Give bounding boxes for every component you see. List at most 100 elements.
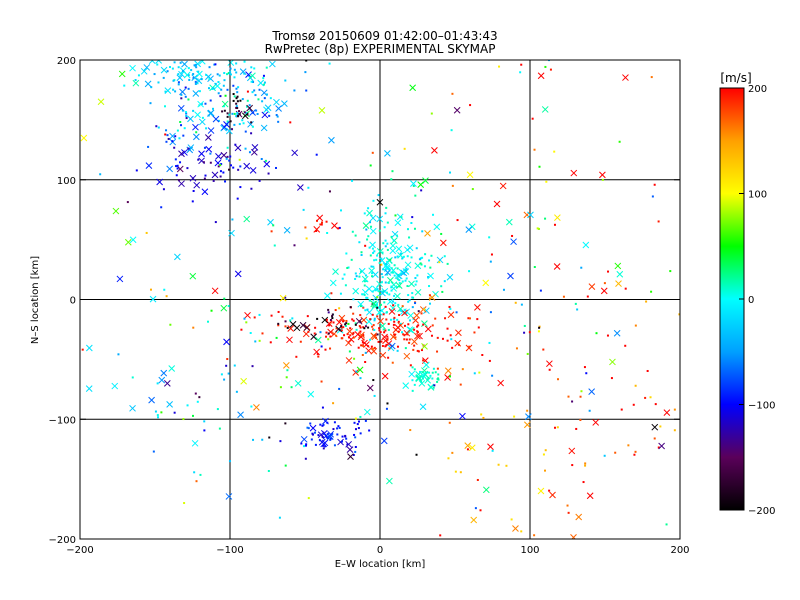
scatter-dot-marker	[601, 178, 604, 181]
scatter-dot-marker	[328, 324, 331, 327]
scatter-dot-marker	[244, 147, 247, 150]
scatter-dot-marker	[150, 86, 153, 89]
scatter-dot-marker	[377, 340, 380, 343]
scatter-dot-marker	[407, 294, 410, 297]
cross-stroke	[376, 215, 384, 223]
scatter-dot-marker	[406, 255, 409, 258]
scatter-dot-marker	[388, 293, 391, 296]
scatter-dot-marker	[415, 453, 418, 456]
scatter-cross-marker	[156, 178, 163, 186]
scatter-dot-marker	[441, 290, 444, 293]
cross-stroke	[243, 215, 251, 223]
cross-stroke	[419, 371, 427, 379]
cross-stroke	[389, 247, 397, 255]
scatter-dot-marker	[378, 329, 381, 332]
scatter-dot-marker	[244, 130, 247, 133]
scatter-dot-marker	[364, 351, 367, 354]
scatter-dot-marker	[429, 374, 432, 377]
scatter-cross-marker	[267, 218, 274, 226]
scatter-cross-marker	[588, 388, 596, 395]
scatter-cross-marker	[352, 287, 360, 295]
scatter-dot-marker	[620, 408, 623, 411]
scatter-dot-marker	[232, 99, 235, 102]
scatter-cross-marker	[192, 90, 200, 97]
scatter-dot-marker	[227, 372, 230, 375]
scatter-cross-marker	[346, 446, 354, 453]
cross-stroke	[191, 439, 199, 447]
scatter-dot-marker	[219, 170, 222, 173]
scatter-dot-marker	[331, 317, 334, 320]
scatter-dot-marker	[334, 309, 337, 312]
scatter-cross-marker	[198, 118, 206, 126]
cross-stroke	[554, 214, 561, 221]
cross-stroke	[112, 207, 120, 215]
scatter-dot-marker	[258, 313, 261, 316]
scatter-cross-marker	[143, 64, 151, 71]
scatter-dot-marker	[226, 146, 229, 149]
cross-stroke	[470, 516, 478, 524]
cross-stroke	[240, 377, 248, 385]
scatter-cross-marker	[191, 439, 199, 447]
scatter-dot-marker	[338, 226, 341, 229]
scatter-dot-marker	[645, 300, 648, 303]
cross-stroke	[376, 198, 384, 206]
scatter-dot-marker	[468, 317, 471, 320]
scatter-dot-marker	[398, 279, 401, 282]
scatter-cross-marker	[220, 304, 228, 312]
scatter-cross-marker	[291, 149, 299, 157]
scatter-cross-marker	[384, 269, 392, 276]
scatter-dot-marker	[396, 318, 399, 321]
colorbar-unit-label: [m/s]	[720, 71, 751, 85]
scatter-dot-marker	[387, 328, 390, 331]
cross-stroke	[321, 316, 329, 324]
scatter-cross-marker	[145, 162, 153, 170]
scatter-dot-marker	[405, 277, 408, 280]
scatter-dot-marker	[537, 227, 540, 230]
scatter-dot-marker	[379, 292, 382, 295]
scatter-dot-marker	[413, 383, 416, 386]
scatter-dot-marker	[365, 228, 368, 231]
cross-stroke	[291, 149, 299, 157]
scatter-dot-marker	[401, 280, 404, 283]
cross-stroke	[465, 344, 473, 352]
scatter-dot-marker	[222, 171, 225, 174]
scatter-dot-marker	[387, 281, 390, 284]
scatter-dot-marker	[263, 83, 266, 86]
cross-stroke	[366, 384, 374, 392]
scatter-cross-marker	[395, 245, 403, 253]
cross-stroke	[568, 447, 576, 455]
scatter-dot-marker	[218, 427, 221, 430]
scatter-cross-marker	[497, 379, 505, 387]
scatter-cross-marker	[338, 314, 346, 322]
scatter-dot-marker	[277, 322, 280, 325]
scatter-dot-marker	[219, 95, 222, 98]
scatter-dot-marker	[291, 317, 294, 320]
scatter-dot-marker	[653, 437, 656, 440]
scatter-dot-marker	[253, 316, 256, 319]
scatter-cross-marker	[417, 181, 425, 188]
cross-stroke	[207, 127, 215, 134]
scatter-dot-marker	[603, 454, 606, 457]
cross-stroke	[223, 121, 230, 128]
cross-stroke	[372, 285, 379, 293]
cross-stroke	[394, 292, 401, 300]
cross-stroke	[257, 79, 265, 87]
scatter-dot-marker	[467, 317, 470, 320]
cross-stroke	[651, 423, 659, 431]
cross-stroke	[195, 77, 203, 85]
scatter-dot-marker	[251, 365, 254, 368]
scatter-cross-marker	[327, 430, 335, 438]
cross-stroke	[310, 333, 318, 341]
scatter-dot-marker	[510, 518, 513, 521]
scatter-dot-marker	[379, 331, 382, 334]
scatter-cross-marker	[299, 321, 307, 329]
scatter-dot-marker	[224, 180, 227, 183]
scatter-dot-marker	[165, 129, 168, 132]
scatter-dot-marker	[216, 408, 219, 411]
cross-stroke	[465, 226, 473, 234]
cross-stroke	[335, 318, 343, 326]
cross-stroke	[327, 430, 335, 438]
scatter-dot-marker	[184, 95, 187, 98]
scatter-cross-marker	[316, 214, 324, 222]
scatter-dot-marker	[233, 123, 236, 126]
